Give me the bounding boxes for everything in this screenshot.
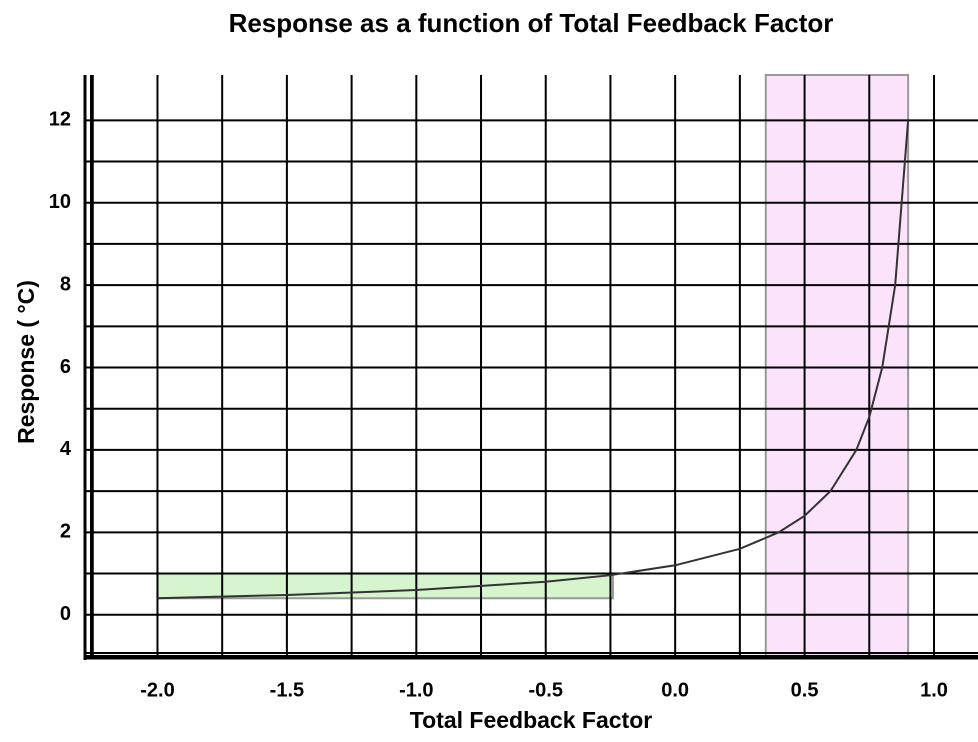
chart-title: Response as a function of Total Feedback… xyxy=(229,8,834,38)
y-tick-label: 2 xyxy=(60,521,71,543)
x-tick-label: -1.5 xyxy=(270,679,304,701)
highlight-span xyxy=(764,74,910,659)
data-line xyxy=(157,120,910,600)
highlight-box xyxy=(156,572,615,600)
y-tick-label: 4 xyxy=(60,438,72,460)
y-tick-label: 12 xyxy=(49,109,71,131)
y-axis-label: Response ( °C) xyxy=(13,280,39,444)
x-tick-label: -2.0 xyxy=(140,679,174,701)
x-axis-label: Total Feedback Factor xyxy=(410,707,652,733)
x-tick-label: 0.0 xyxy=(661,679,689,701)
y-tick-label: 10 xyxy=(49,191,71,213)
y-tick-label: 0 xyxy=(60,603,71,625)
x-tick-label: 0.5 xyxy=(791,679,819,701)
y-tick-label: 6 xyxy=(60,356,71,378)
y-tick-label: 8 xyxy=(60,273,71,295)
x-tick-label: -0.5 xyxy=(529,679,563,701)
x-tick-label: 1.0 xyxy=(920,679,948,701)
x-tick-label: -1.0 xyxy=(399,679,433,701)
